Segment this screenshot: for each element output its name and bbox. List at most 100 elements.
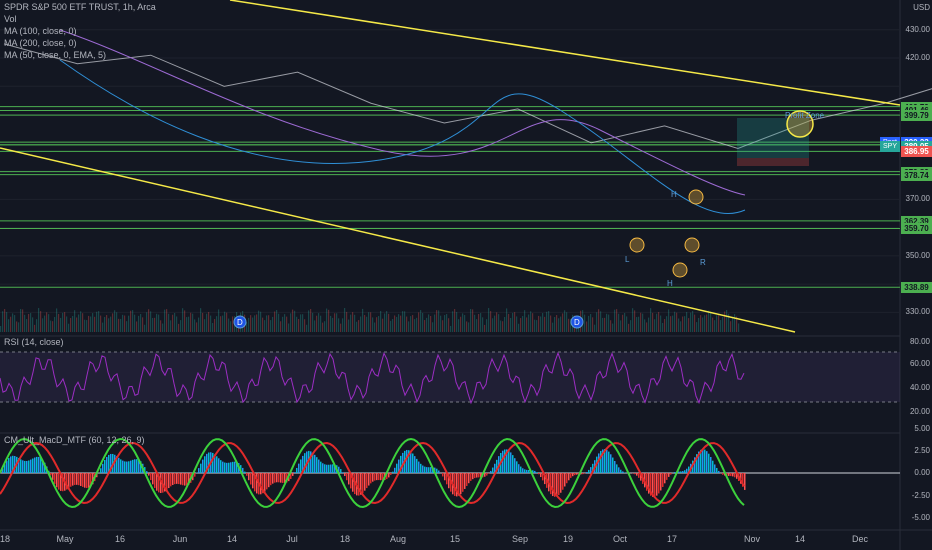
macd-histogram-bar <box>328 464 330 473</box>
volume-bar <box>516 316 518 332</box>
legend-ma50: MA (50, close, 0, EMA, 5) <box>4 50 107 60</box>
macd-histogram-bar <box>412 453 414 473</box>
volume-bar <box>486 319 488 332</box>
volume-bar <box>96 311 98 332</box>
volume-bar <box>420 310 422 332</box>
pattern-circle <box>629 237 645 253</box>
volume-bar <box>392 318 394 332</box>
macd-histogram-bar <box>362 473 364 493</box>
macd-histogram-bar <box>172 473 174 485</box>
volume-bar <box>112 313 114 332</box>
macd-histogram-bar <box>184 473 186 486</box>
macd-histogram-bar <box>138 459 140 473</box>
volume-bar <box>230 321 232 332</box>
macd-tick-label: 2.50 <box>914 446 930 455</box>
volume-bar <box>634 310 636 332</box>
volume-bar <box>676 312 678 332</box>
volume-bar <box>476 319 478 332</box>
volume-bar <box>412 315 414 332</box>
macd-histogram-bar <box>460 473 462 495</box>
volume-bar <box>70 318 72 332</box>
level-price-tag: 399.79 <box>901 110 932 122</box>
macd-histogram-bar <box>398 459 400 473</box>
macd-histogram-bar <box>218 458 220 473</box>
macd-histogram-bar <box>564 473 566 487</box>
volume-bar <box>146 312 148 332</box>
volume-bar <box>730 321 732 332</box>
volume-bar <box>648 317 650 332</box>
macd-histogram-bar <box>186 473 188 486</box>
volume-bar <box>266 315 268 332</box>
macd-histogram-bar <box>90 473 92 487</box>
macd-histogram-bar <box>372 473 374 482</box>
volume-bar <box>446 314 448 332</box>
macd-histogram-bar <box>650 473 652 496</box>
macd-histogram-bar <box>296 467 298 473</box>
volume-bar <box>248 317 250 332</box>
volume-bar <box>636 317 638 332</box>
time-tick-label: 17 <box>666 534 678 544</box>
macd-histogram-bar <box>472 473 474 480</box>
volume-bar <box>352 312 354 332</box>
volume-bar <box>616 309 618 332</box>
volume-bar <box>508 313 510 332</box>
volume-bar <box>434 314 436 332</box>
volume-bar <box>28 313 30 332</box>
macd-histogram-bar <box>730 473 732 477</box>
macd-histogram-bar <box>468 473 470 484</box>
time-tick-label: 18 <box>339 534 351 544</box>
macd-histogram-bar <box>586 472 588 473</box>
volume-bar <box>50 320 52 332</box>
rsi-tick-label: 20.00 <box>909 407 930 416</box>
volume-bar <box>252 317 254 332</box>
macd-histogram-bar <box>20 459 22 473</box>
macd-histogram-bar <box>188 473 190 485</box>
volume-bar <box>258 310 260 332</box>
macd-histogram-bar <box>704 449 706 473</box>
macd-histogram-bar <box>198 468 200 473</box>
trend-line-upper <box>229 0 901 106</box>
volume-bar <box>684 316 686 332</box>
macd-histogram-bar <box>346 473 348 481</box>
macd-histogram-bar <box>114 454 116 473</box>
macd-histogram-bar <box>360 473 362 495</box>
volume-bar <box>590 314 592 332</box>
volume-bar <box>72 316 74 332</box>
macd-histogram-bar <box>228 462 230 473</box>
macd-histogram-bar <box>490 470 492 473</box>
macd-histogram-bar <box>682 471 684 473</box>
volume-bar <box>134 314 136 332</box>
volume-bar <box>660 315 662 332</box>
volume-bar <box>424 320 426 332</box>
volume-bar <box>440 315 442 332</box>
volume-bar <box>198 317 200 332</box>
macd-signal-line <box>0 441 745 505</box>
volume-bar <box>308 310 310 332</box>
volume-bar <box>130 310 132 332</box>
macd-histogram-bar <box>736 473 738 479</box>
volume-bar <box>30 313 32 332</box>
macd-histogram-bar <box>230 462 232 473</box>
macd-histogram-bar <box>406 449 408 473</box>
volume-bar <box>302 314 304 332</box>
macd-histogram-bar <box>624 472 626 473</box>
volume-bar <box>368 312 370 332</box>
dividend-marker <box>570 315 584 329</box>
macd-histogram-bar <box>368 473 370 486</box>
macd-histogram-bar <box>492 467 494 473</box>
macd-histogram-bar <box>280 473 282 483</box>
volume-bar <box>78 314 80 332</box>
macd-histogram-bar <box>88 473 90 488</box>
volume-bar <box>426 317 428 332</box>
volume-bar <box>448 318 450 332</box>
macd-histogram-bar <box>660 473 662 491</box>
macd-histogram-bar <box>572 473 574 477</box>
macd-histogram-bar <box>474 473 476 479</box>
volume-bar <box>124 315 126 332</box>
macd-histogram-bar <box>166 473 168 490</box>
volume-bar <box>184 310 186 332</box>
macd-histogram-bar <box>70 473 72 487</box>
volume-bar <box>40 311 42 332</box>
macd-histogram-bar <box>480 473 482 478</box>
